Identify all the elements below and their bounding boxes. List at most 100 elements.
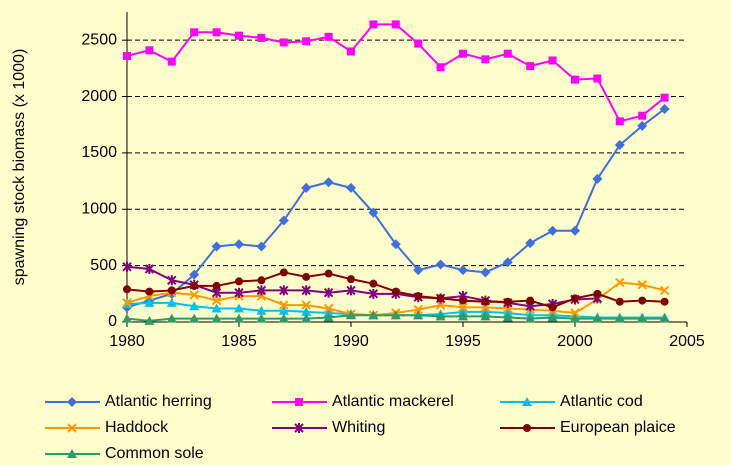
legend-marker bbox=[523, 424, 531, 432]
data-point bbox=[167, 275, 177, 286]
data-point bbox=[526, 62, 535, 71]
data-point bbox=[525, 313, 536, 323]
data-point bbox=[234, 239, 244, 250]
legend-item: Atlantic mackerel bbox=[272, 393, 454, 410]
data-point bbox=[278, 215, 289, 226]
data-point bbox=[189, 290, 199, 300]
data-point bbox=[436, 63, 445, 72]
data-point bbox=[234, 287, 244, 298]
y-tick-label: 1000 bbox=[81, 200, 117, 217]
data-point bbox=[144, 264, 155, 275]
data-point bbox=[302, 37, 311, 46]
data-point bbox=[190, 28, 199, 37]
data-point bbox=[235, 31, 243, 40]
data-point bbox=[615, 277, 625, 288]
data-point bbox=[190, 281, 199, 290]
data-point bbox=[123, 285, 131, 294]
data-point bbox=[458, 302, 468, 313]
data-point bbox=[548, 56, 557, 65]
data-point bbox=[503, 49, 512, 58]
legend-label: Common sole bbox=[105, 445, 204, 462]
legend-item: Common sole bbox=[45, 445, 204, 462]
x-tick-label: 1990 bbox=[333, 333, 369, 350]
data-point bbox=[166, 313, 177, 323]
data-point bbox=[614, 140, 625, 151]
data-point bbox=[324, 32, 333, 41]
data-point bbox=[212, 28, 221, 37]
x-tick-label: 1995 bbox=[445, 333, 481, 350]
data-point bbox=[570, 308, 580, 318]
data-point bbox=[257, 276, 266, 285]
data-point bbox=[571, 75, 579, 84]
legend-marker bbox=[522, 397, 532, 406]
x-tick-label: 1980 bbox=[109, 333, 145, 350]
legend-label: Whiting bbox=[332, 419, 385, 436]
data-point bbox=[570, 313, 580, 323]
data-point bbox=[526, 296, 535, 305]
data-point bbox=[257, 33, 266, 42]
data-point bbox=[234, 313, 244, 323]
data-point bbox=[614, 313, 625, 323]
legend-item: Atlantic cod bbox=[500, 393, 643, 410]
data-point bbox=[413, 310, 424, 320]
data-point bbox=[480, 267, 491, 278]
y-tick-label: 500 bbox=[90, 257, 117, 274]
data-point bbox=[659, 285, 670, 296]
data-point bbox=[346, 310, 356, 320]
data-point bbox=[256, 305, 267, 315]
data-point bbox=[637, 313, 648, 323]
data-point bbox=[145, 287, 154, 296]
data-point bbox=[570, 225, 580, 236]
series-line bbox=[126, 265, 598, 308]
data-point bbox=[347, 47, 355, 56]
legend-label: European plaice bbox=[560, 419, 676, 436]
data-point bbox=[301, 300, 311, 310]
y-tick-label: 2500 bbox=[81, 31, 117, 48]
data-point bbox=[525, 238, 536, 249]
legend-item: Whiting bbox=[272, 419, 385, 436]
legend-marker bbox=[67, 397, 77, 407]
data-point bbox=[347, 275, 355, 284]
data-point bbox=[235, 277, 243, 286]
data-point bbox=[638, 296, 647, 305]
data-point bbox=[301, 313, 312, 323]
data-point bbox=[211, 295, 222, 306]
data-point bbox=[502, 307, 513, 317]
data-point bbox=[368, 288, 379, 299]
data-point bbox=[189, 301, 200, 311]
data-point bbox=[302, 272, 311, 281]
data-point bbox=[301, 182, 312, 193]
data-point bbox=[369, 279, 378, 288]
data-point bbox=[637, 280, 647, 290]
data-point bbox=[256, 313, 267, 323]
legend-marker bbox=[295, 398, 303, 406]
data-point bbox=[547, 225, 558, 236]
data-point bbox=[346, 285, 356, 296]
data-point bbox=[323, 303, 334, 314]
data-point bbox=[435, 311, 446, 321]
data-point bbox=[256, 285, 267, 296]
data-point bbox=[211, 241, 222, 252]
data-point bbox=[279, 285, 289, 296]
data-point bbox=[638, 111, 647, 120]
data-point bbox=[660, 297, 669, 306]
data-point bbox=[324, 269, 333, 278]
data-point bbox=[211, 303, 222, 313]
x-tick-label: 2005 bbox=[669, 333, 705, 350]
legend-label: Atlantic herring bbox=[105, 393, 212, 410]
data-point bbox=[390, 239, 401, 250]
data-point bbox=[480, 311, 491, 321]
data-point bbox=[323, 312, 334, 322]
data-point bbox=[435, 259, 446, 270]
legend-label: Atlantic mackerel bbox=[332, 393, 454, 410]
legend-marker bbox=[67, 449, 77, 458]
data-point bbox=[189, 313, 200, 323]
data-point bbox=[413, 265, 424, 276]
data-point bbox=[458, 306, 468, 316]
data-point bbox=[123, 51, 131, 60]
data-point bbox=[548, 303, 557, 312]
legend-item: European plaice bbox=[500, 419, 676, 436]
legend-marker bbox=[67, 423, 77, 433]
data-point bbox=[391, 287, 400, 296]
data-point bbox=[436, 294, 445, 303]
